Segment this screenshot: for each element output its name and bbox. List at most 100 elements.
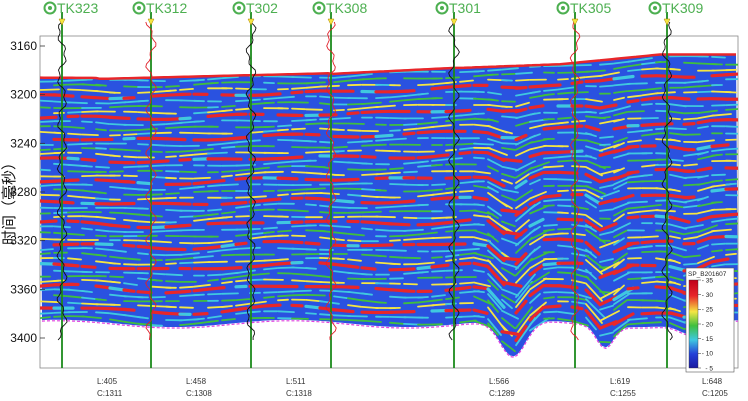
seismic-event: [40, 88, 60, 91]
well-top-triangle-icon: [663, 18, 671, 26]
seismic-event: [710, 143, 730, 148]
seismic-event: [501, 201, 513, 210]
seismic-event: [80, 157, 97, 162]
seismic-event: [501, 298, 513, 310]
seismic-event: [207, 208, 222, 212]
seismic-event: [500, 230, 523, 237]
seismic-event: [585, 98, 603, 103]
seismic-event: [514, 228, 528, 240]
seismic-event: [333, 117, 351, 120]
seismic-event: [109, 255, 124, 260]
seismic-event: [346, 111, 360, 116]
seismic-event: [501, 288, 519, 297]
well-name-label: TK323: [57, 0, 98, 16]
seismic-event: [487, 279, 499, 291]
seismic-event: [669, 235, 681, 240]
seismic-event: [501, 225, 513, 233]
seismic-event: [361, 227, 373, 231]
well-top-triangle-icon: [450, 18, 458, 26]
seismic-event: [458, 150, 472, 156]
well-marker-icon: [648, 1, 662, 15]
seismic-event: [263, 161, 278, 166]
seismic-event: [277, 229, 292, 233]
seismic-event: [95, 215, 116, 220]
seismic-event: [543, 204, 555, 207]
seismic-event: [333, 109, 345, 112]
seismic-event: [641, 235, 659, 239]
seismic-event: [515, 236, 533, 254]
seismic-event: [627, 200, 648, 204]
seismic-event: [249, 272, 270, 277]
seismic-event: [389, 262, 401, 266]
well-footer-labels: L:405 C:1311 L:458 C:1308 L:511 C:1318 L:566 C:…: [97, 377, 728, 398]
seismic-event: [542, 83, 562, 88]
seismic-event: [179, 285, 194, 289]
seismic-event: [655, 299, 667, 303]
seismic-event: [445, 254, 460, 258]
seismic-event: [487, 146, 508, 156]
well-t302: T302: [232, 0, 278, 368]
seismic-event: [291, 279, 306, 283]
seismic-event: [501, 105, 513, 108]
seismic-event: [151, 193, 163, 196]
seismic-event: [626, 241, 640, 246]
seismic-event: [165, 273, 183, 277]
seismic-event: [612, 193, 635, 203]
seismic-event: [178, 116, 192, 121]
seismic-event: [431, 256, 443, 259]
seismic-event: [696, 118, 713, 125]
seismic-event: [557, 189, 569, 193]
well-tk305: TK305: [556, 0, 611, 368]
seismic-event: [417, 121, 438, 126]
seismic-event: [207, 319, 219, 323]
seismic-event: [67, 88, 82, 91]
well-log-curve: [145, 21, 157, 341]
seismic-event: [122, 179, 136, 184]
well-line-label: L:648: [702, 377, 723, 386]
seismic-event: [487, 249, 502, 263]
seismic-event: [472, 175, 489, 180]
seismic-event: [346, 264, 360, 269]
seismic-event: [417, 296, 429, 299]
seismic-event: [95, 83, 107, 87]
well-line-label: L:566: [489, 377, 510, 386]
seismic-event: [501, 294, 516, 304]
well-marker-dot: [653, 6, 657, 10]
seismic-event: [375, 189, 387, 192]
seismic-event: [724, 72, 738, 77]
seismic-event: [501, 79, 513, 82]
seismic-event: [613, 90, 628, 94]
seismic-event: [501, 317, 516, 330]
seismic-event: [165, 305, 177, 309]
seismic-event: [305, 81, 326, 85]
seismic-event: [725, 217, 738, 221]
seismic-event: [613, 96, 625, 101]
seismic-event: [220, 266, 243, 271]
seismic-event: [515, 257, 533, 277]
seismic-event: [487, 232, 499, 243]
seismic-event: [95, 234, 107, 238]
seismic-event: [515, 268, 530, 284]
seismic-event: [431, 183, 446, 186]
seismic-event: [66, 219, 80, 224]
seismic-event: [487, 158, 502, 167]
seismic-event: [319, 102, 331, 106]
seismic-event: [668, 215, 691, 224]
seismic-event: [164, 247, 187, 252]
seismic-event: [584, 172, 601, 183]
seismic-event: [95, 247, 110, 251]
seismic-event: [655, 132, 667, 135]
seismic-event: [332, 198, 355, 204]
colorbar-tick-label: - 10: [702, 351, 714, 358]
seismic-event: [277, 95, 295, 99]
seismic-event: [290, 155, 304, 160]
seismic-event: [304, 219, 321, 224]
seismic-event: [248, 304, 265, 310]
seismic-event: [40, 288, 54, 291]
seismic-event: [669, 110, 684, 115]
seismic-event: [221, 305, 233, 308]
seismic-event: [626, 98, 640, 104]
seismic-event: [40, 300, 60, 304]
seismic-event: [221, 215, 233, 219]
seismic-event: [711, 242, 726, 246]
